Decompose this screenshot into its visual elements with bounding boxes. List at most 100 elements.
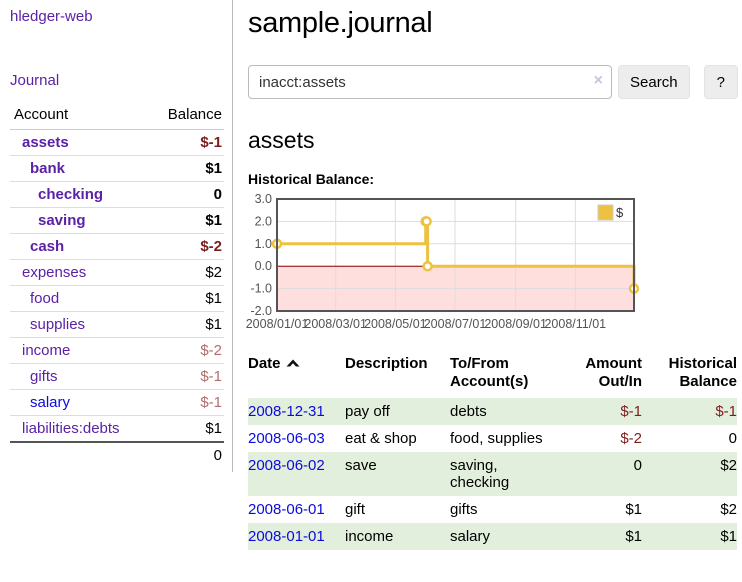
account-link[interactable]: food (30, 290, 60, 307)
transaction-balance: $-1 (642, 398, 737, 425)
account-row: cash $-2 (10, 233, 224, 260)
transaction-accounts: gifts (450, 501, 478, 518)
transaction-amount: 0 (555, 452, 642, 496)
chart-title: Historical Balance: (248, 171, 375, 187)
register-row: 2008-12-31 pay off debts $-1 $-1 (248, 398, 737, 425)
svg-text:2008/09/01: 2008/09/01 (484, 317, 547, 331)
accounts-table: Account Balance assets $-1 bank $1 checking 0… (10, 103, 224, 468)
svg-text:2008/03/01: 2008/03/01 (304, 317, 367, 331)
account-row: assets $-1 (10, 130, 224, 156)
account-balance: $-2 (148, 233, 224, 260)
account-row: food $1 (10, 285, 224, 312)
transaction-balance: $1 (642, 523, 737, 550)
transaction-balance: 0 (728, 430, 737, 447)
svg-text:2008/07/01: 2008/07/01 (424, 317, 487, 331)
svg-text:$: $ (616, 205, 624, 220)
search-bar: × Search ? (248, 65, 738, 99)
clear-search-icon[interactable]: × (593, 72, 603, 89)
account-heading: assets (248, 127, 315, 153)
svg-text:3.0: 3.0 (255, 192, 272, 206)
account-balance: $-2 (148, 337, 224, 364)
account-balance: 0 (148, 181, 224, 208)
account-row: gifts $-1 (10, 363, 224, 390)
account-balance: $-1 (200, 134, 222, 151)
balance-chart: $3.0 2.0 1.0 0.0 -1.0 -2.02008/01/012008/03/0… (246, 192, 640, 331)
account-row: expenses $2 (10, 259, 224, 286)
account-row: saving $1 (10, 207, 224, 234)
transaction-description: pay off (345, 398, 450, 425)
accounts-header-account: Account (10, 103, 149, 130)
account-row: liabilities:debts $1 (10, 415, 224, 442)
svg-text:2008/05/01: 2008/05/01 (364, 317, 427, 331)
register-header-date[interactable]: Date (248, 355, 345, 398)
search-button[interactable]: Search (618, 65, 690, 99)
transaction-description: gift (345, 501, 366, 518)
transaction-date-link[interactable]: 2008-06-01 (248, 501, 325, 518)
account-balance: $1 (148, 285, 224, 312)
transaction-description: income (345, 523, 450, 550)
register-header-amount: Amount Out/In (585, 355, 642, 390)
page-title: sample.journal (248, 7, 433, 39)
sidebar: hledger-web Journal Account Balance asse… (0, 0, 233, 472)
transaction-balance: $2 (642, 452, 737, 496)
account-balance: $1 (148, 415, 224, 442)
transaction-amount: $1 (555, 523, 642, 550)
account-link[interactable]: liabilities:debts (22, 420, 120, 437)
account-balance: $2 (148, 259, 224, 286)
register-row: 2008-06-03 eat & shop food, supplies $-2 0 (248, 425, 737, 452)
svg-text:2.0: 2.0 (255, 214, 272, 228)
register-header-balance: Historical Balance (668, 355, 737, 390)
account-link[interactable]: supplies (30, 316, 86, 333)
account-balance: $1 (148, 311, 224, 338)
transaction-date-link[interactable]: 2008-06-02 (248, 457, 325, 474)
search-input[interactable] (248, 65, 612, 99)
account-row: salary $-1 (10, 389, 224, 416)
account-row: bank $1 (10, 155, 224, 182)
transaction-accounts: saving, checking (450, 452, 555, 496)
account-balance: $1 (148, 155, 224, 182)
accounts-header-balance: Balance (148, 103, 224, 130)
transaction-accounts: debts (450, 398, 555, 425)
transaction-amount: $-1 (555, 398, 642, 425)
register-table: Date Description To/From Account(s) Amou… (248, 355, 737, 550)
account-link[interactable]: income (22, 342, 71, 359)
account-link[interactable]: cash (30, 238, 65, 255)
transaction-accounts: food, supplies (450, 430, 543, 447)
app-title-link[interactable]: hledger-web (10, 8, 93, 25)
svg-text:1.0: 1.0 (255, 237, 272, 251)
svg-text:2008/11/01: 2008/11/01 (544, 317, 606, 331)
account-link[interactable]: bank (30, 160, 66, 177)
account-link[interactable]: salary (30, 394, 71, 411)
account-balance: $-1 (148, 389, 224, 416)
account-link[interactable]: checking (38, 186, 104, 203)
accounts-total-row: 0 (10, 441, 224, 468)
transaction-balance: $2 (720, 501, 737, 518)
register-header-description: Description (345, 355, 428, 372)
account-balance: $1 (148, 207, 224, 234)
main-content: sample.journal × Search ? assets Histori… (246, 0, 738, 550)
svg-text:2008/01/01: 2008/01/01 (246, 317, 309, 331)
svg-text:-2.0: -2.0 (250, 304, 272, 318)
account-link[interactable]: expenses (22, 264, 87, 281)
account-row: income $-2 (10, 337, 224, 364)
account-link[interactable]: gifts (30, 368, 58, 385)
register-table-body: 2008-12-31 pay off debts $-1 $-1 2008-06-03 ea… (248, 398, 737, 550)
account-link[interactable]: saving (38, 212, 86, 229)
account-row: checking 0 (10, 181, 224, 208)
help-button[interactable]: ? (703, 65, 738, 99)
transaction-accounts: salary (450, 523, 555, 550)
register-row: 2008-01-01 income salary $1 $1 (248, 523, 737, 550)
transaction-date-link[interactable]: 2008-06-03 (248, 430, 325, 447)
register-header-accounts: To/From Account(s) (450, 355, 529, 390)
svg-text:-1.0: -1.0 (250, 282, 272, 296)
account-balance: $-1 (148, 363, 224, 390)
transaction-description: eat & shop (345, 430, 417, 447)
transaction-amount: $-2 (620, 430, 642, 447)
sidebar-item-journal[interactable]: Journal (10, 72, 60, 89)
transaction-date-link[interactable]: 2008-12-31 (248, 403, 325, 420)
sort-ascending-icon (286, 359, 300, 367)
transaction-date-link[interactable]: 2008-01-01 (248, 528, 325, 545)
transaction-description: save (345, 452, 450, 496)
account-link[interactable]: assets (22, 134, 69, 151)
register-row: 2008-06-02 save saving, checking 0 $2 (248, 452, 737, 496)
